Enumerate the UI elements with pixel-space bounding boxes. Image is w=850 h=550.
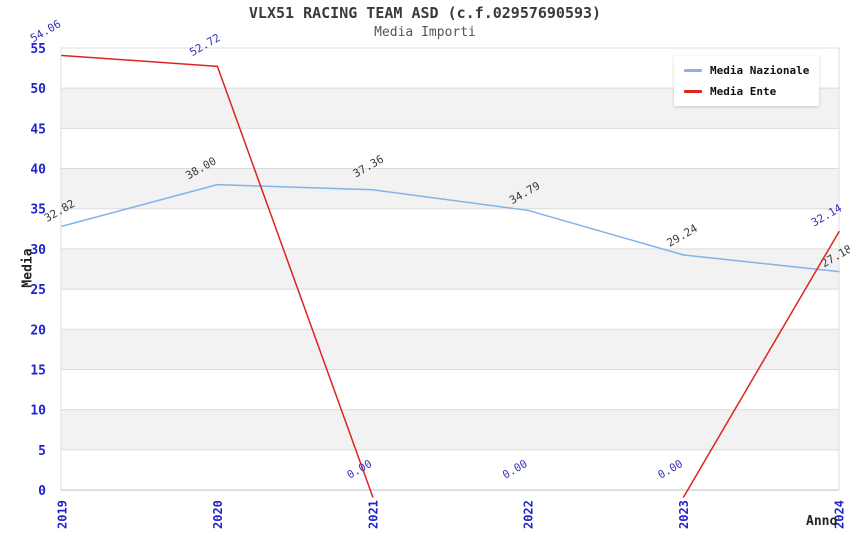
y-tick-label: 20 xyxy=(30,323,46,338)
media-nazionale-line xyxy=(61,183,219,227)
x-tick-label: 2024 xyxy=(833,500,847,529)
y-tick-label: 5 xyxy=(38,444,46,459)
y-tick-label: 30 xyxy=(30,243,46,258)
media-ente-point-label: 54.06 xyxy=(28,17,63,45)
chart-subtitle: Media Importi xyxy=(374,25,476,40)
y-tick-label: 15 xyxy=(30,363,46,378)
media-nazionale-point-label: 37.36 xyxy=(351,153,386,181)
legend-item-media-nazionale: Media Nazionale xyxy=(684,64,809,77)
y-tick-label: 35 xyxy=(30,203,46,218)
legend-label-media-ente: Media Ente xyxy=(710,85,777,98)
y-tick-label: 25 xyxy=(30,283,46,298)
x-tick-label: 2019 xyxy=(56,500,70,529)
media-ente-point-label: 0.00 xyxy=(500,457,529,482)
media-nazionale-point-label: 29.24 xyxy=(665,222,701,250)
x-tick-label: 2020 xyxy=(211,500,225,529)
media-nazionale-line xyxy=(372,189,529,212)
media-nazionale-line-swatch xyxy=(684,69,702,72)
y-tick-label: 55 xyxy=(30,42,46,57)
media-ente-line-swatch xyxy=(684,90,702,93)
media-ente-point-label: 0.00 xyxy=(656,457,685,482)
media-nazionale-point-label: 32.82 xyxy=(42,197,77,225)
media-ente-line xyxy=(61,54,219,68)
y-tick-label: 0 xyxy=(38,484,46,499)
legend-item-media-ente: Media Ente xyxy=(684,85,809,98)
legend-label-media-nazionale: Media Nazionale xyxy=(710,64,810,77)
media-nazionale-point-label: 38.00 xyxy=(183,154,218,182)
y-axis-label: Media xyxy=(20,248,36,288)
plot-area xyxy=(61,48,839,490)
media-nazionale-point-label: 27.18 xyxy=(819,242,850,270)
y-tick-label: 50 xyxy=(30,82,46,97)
media-nazionale-line xyxy=(527,209,685,256)
y-tick-label: 45 xyxy=(30,122,46,137)
media-nazionale-line xyxy=(682,254,840,273)
x-tick-label: 2021 xyxy=(366,500,380,529)
y-tick-label: 40 xyxy=(30,163,46,178)
chart-title: VLX51 RACING TEAM ASD (c.f.02957690593) xyxy=(248,4,602,22)
legend: Media Nazionale Media Ente xyxy=(674,56,820,106)
x-tick-label: 2023 xyxy=(677,500,691,529)
x-tick-label: 2022 xyxy=(522,500,536,529)
media-nazionale-point-label: 34.79 xyxy=(507,179,542,207)
media-ente-point-label: 52.72 xyxy=(187,31,222,59)
y-tick-label: 10 xyxy=(30,404,46,419)
x-axis-label: Anno xyxy=(806,514,838,529)
media-ente-point-label: 0.00 xyxy=(345,457,374,482)
media-ente-line xyxy=(216,65,374,498)
media-ente-line xyxy=(682,230,840,498)
media-nazionale-line xyxy=(216,183,374,191)
